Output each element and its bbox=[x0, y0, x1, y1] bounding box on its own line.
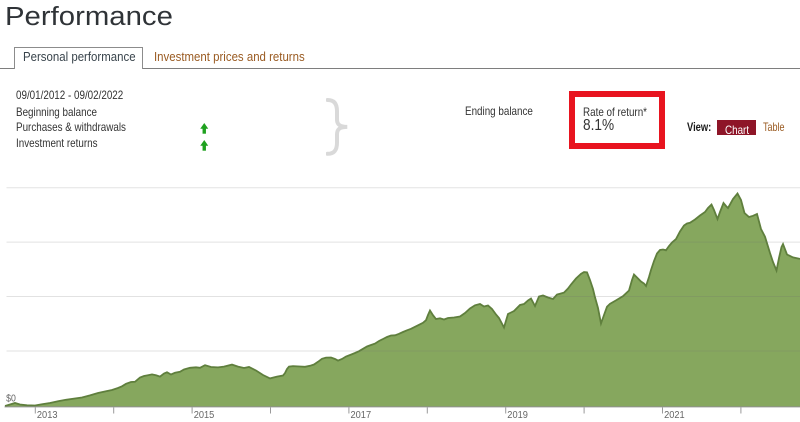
svg-text:2017: 2017 bbox=[351, 410, 372, 421]
svg-text:2013: 2013 bbox=[37, 410, 58, 421]
svg-text:$0: $0 bbox=[6, 394, 16, 405]
svg-text:2019: 2019 bbox=[507, 410, 528, 421]
svg-text:2015: 2015 bbox=[194, 410, 215, 421]
svg-text:2021: 2021 bbox=[664, 410, 685, 421]
